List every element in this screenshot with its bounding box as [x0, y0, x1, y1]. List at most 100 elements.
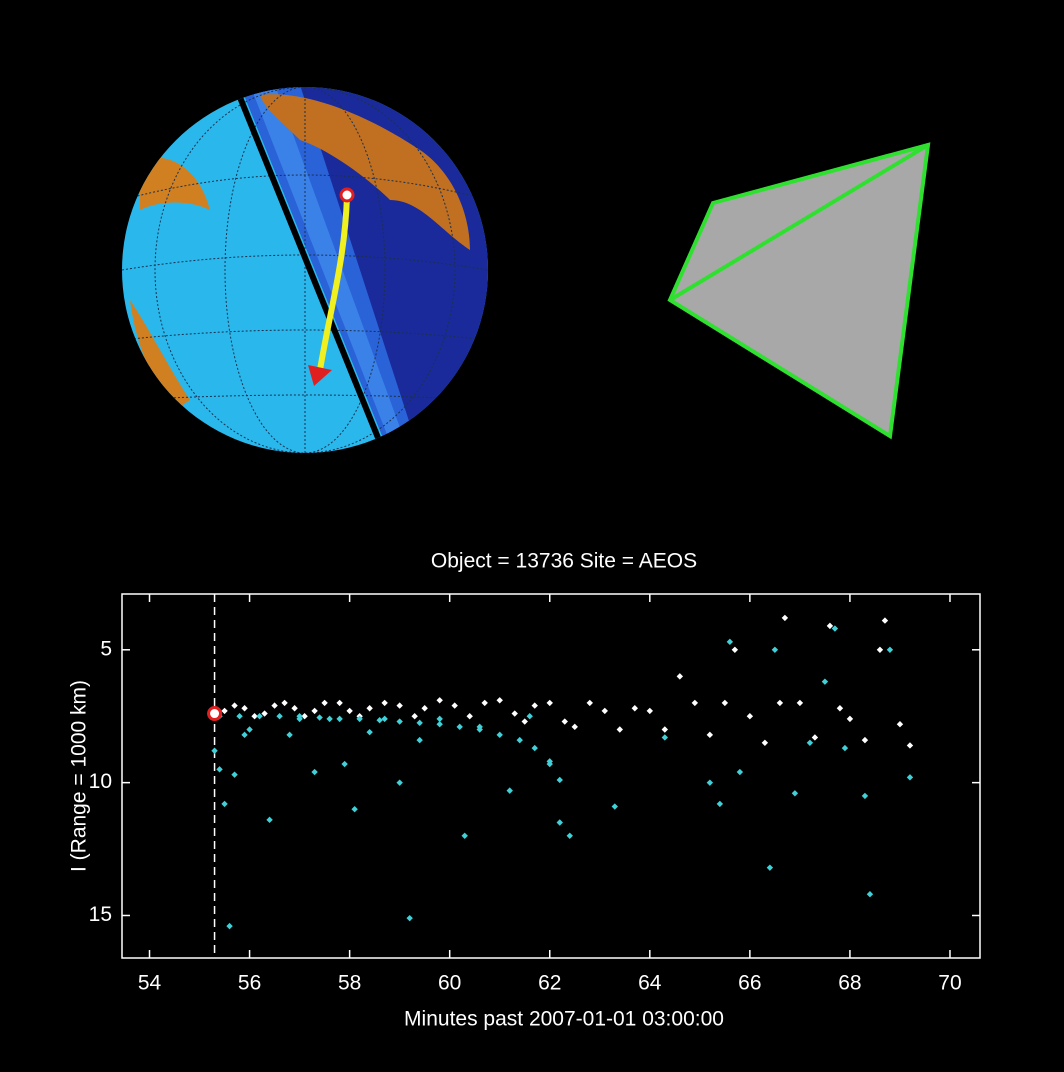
data-point [676, 673, 684, 680]
data-point [281, 699, 288, 707]
data-point [481, 699, 488, 707]
twilight-band [250, 87, 410, 453]
data-point [721, 699, 729, 707]
data-point [561, 718, 568, 725]
data-point [356, 715, 363, 723]
facet [667, 142, 931, 440]
data-point [506, 787, 513, 794]
x-tick-label: 56 [238, 972, 261, 995]
data-point [661, 734, 669, 741]
x-tick-label: 58 [338, 972, 361, 995]
data-point [341, 760, 348, 768]
data-point [411, 713, 418, 720]
data-point [516, 736, 523, 744]
data-point [611, 803, 618, 810]
chart-title: Object = 13736 Site = AEOS [431, 550, 697, 573]
data-point [831, 625, 839, 632]
current-marker [207, 706, 223, 722]
data-point [826, 622, 834, 630]
globe [122, 87, 488, 453]
track-arrow [308, 365, 332, 386]
data-point [466, 713, 473, 720]
data-point [366, 705, 373, 712]
data-point [616, 726, 623, 733]
data-point [706, 779, 714, 786]
data-point [321, 699, 328, 707]
data-point [526, 713, 533, 720]
landmass [140, 157, 210, 210]
data-point [861, 736, 869, 744]
data-point [221, 800, 228, 808]
data-point [256, 713, 263, 720]
data-point [351, 806, 358, 813]
data-point [416, 736, 423, 744]
data-point [811, 734, 819, 741]
data-point [821, 678, 829, 685]
graticule [122, 87, 488, 453]
data-point [381, 699, 388, 707]
data-point [286, 731, 293, 739]
data-point [601, 707, 608, 715]
data-point [726, 638, 734, 646]
data-point [861, 792, 869, 800]
data-point [746, 713, 754, 720]
data-point [236, 713, 243, 720]
y-tick-label: 5 [100, 637, 112, 660]
x-tick-label: 68 [838, 972, 861, 995]
data-point [691, 699, 699, 707]
data-point [876, 646, 884, 653]
data-point [736, 768, 744, 776]
data-point [461, 832, 468, 839]
data-point [531, 702, 538, 709]
data-point [396, 779, 403, 786]
x-tick-label: 70 [938, 972, 961, 995]
data-point [231, 702, 238, 709]
y-axis-label: I (Range = 1000 km) [68, 680, 91, 872]
data-point [336, 699, 343, 707]
data-point [271, 702, 278, 709]
data-point [881, 617, 889, 624]
data-point [231, 771, 238, 778]
data-point [221, 707, 228, 715]
data-point [496, 697, 503, 704]
x-axis-label: Minutes past 2007-01-01 03:00:00 [404, 1008, 724, 1031]
data-point [496, 731, 503, 739]
data-point [511, 710, 518, 717]
track [317, 195, 350, 371]
data-point [436, 720, 443, 728]
y-tick-label: 15 [89, 903, 112, 926]
data-point [546, 699, 553, 707]
data-point [886, 646, 894, 653]
data-point [556, 819, 563, 826]
data-point [211, 747, 218, 754]
data-point [436, 697, 443, 704]
data-point [531, 744, 538, 752]
data-point [776, 699, 784, 707]
data-point [781, 614, 789, 622]
data-point [761, 739, 769, 746]
data-point [796, 699, 804, 707]
data-point [846, 715, 854, 723]
data-point [311, 768, 318, 776]
data-point [806, 739, 814, 746]
data-point [261, 710, 268, 717]
track-start [339, 187, 355, 203]
data-point [396, 718, 403, 725]
data-point [791, 790, 799, 797]
data-point [381, 715, 388, 723]
data-point [906, 742, 914, 749]
plot-frame [121, 593, 981, 959]
data-point [661, 726, 669, 733]
data-point [731, 646, 739, 653]
data-point [771, 646, 779, 653]
data-point [396, 702, 403, 709]
data-point [421, 705, 428, 712]
x-tick-label: 54 [138, 972, 162, 995]
data-point [316, 714, 323, 721]
y-tick-label: 10 [89, 770, 112, 793]
data-point [706, 731, 714, 739]
data-point [251, 713, 258, 720]
x-tick-label: 62 [538, 972, 561, 995]
